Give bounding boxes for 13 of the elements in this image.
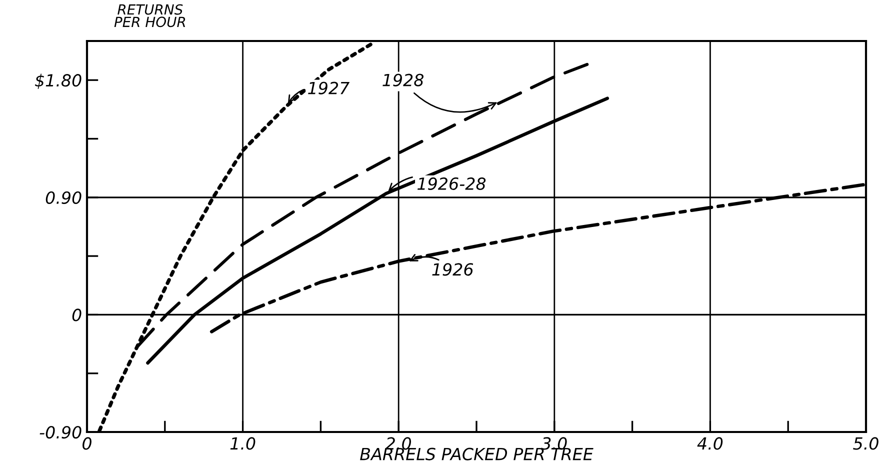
x-tick-label: 5.0 (853, 437, 878, 450)
y-axis-title: RETURNS PER HOUR (114, 4, 186, 28)
x-tick-label: 4.0 (697, 437, 723, 450)
y-tick-label: 0 (72, 308, 82, 322)
x-tick-label: 0 (82, 437, 92, 450)
y-tick-label: $1.80 (34, 74, 82, 89)
y-tick-label: 0.90 (46, 191, 82, 204)
annotation: 1927 (308, 82, 350, 94)
annotation: 1926-28 (418, 177, 486, 190)
annotation: 1926 (432, 263, 474, 276)
x-tick-label: 1.0 (230, 437, 256, 450)
annotation: 1928 (382, 74, 424, 86)
y-tick-label: -0.90 (40, 426, 82, 439)
